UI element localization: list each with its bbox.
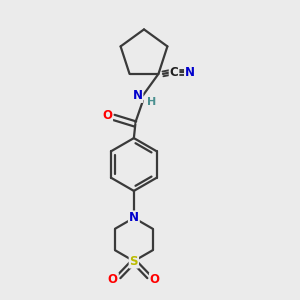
Text: S: S [130,255,138,268]
Text: N: N [185,66,195,79]
Text: C: C [170,66,178,79]
Text: N: N [129,212,139,224]
Text: H: H [147,97,156,107]
Text: N: N [133,89,142,102]
Text: O: O [150,273,160,286]
Text: O: O [108,273,118,286]
Text: O: O [102,109,112,122]
